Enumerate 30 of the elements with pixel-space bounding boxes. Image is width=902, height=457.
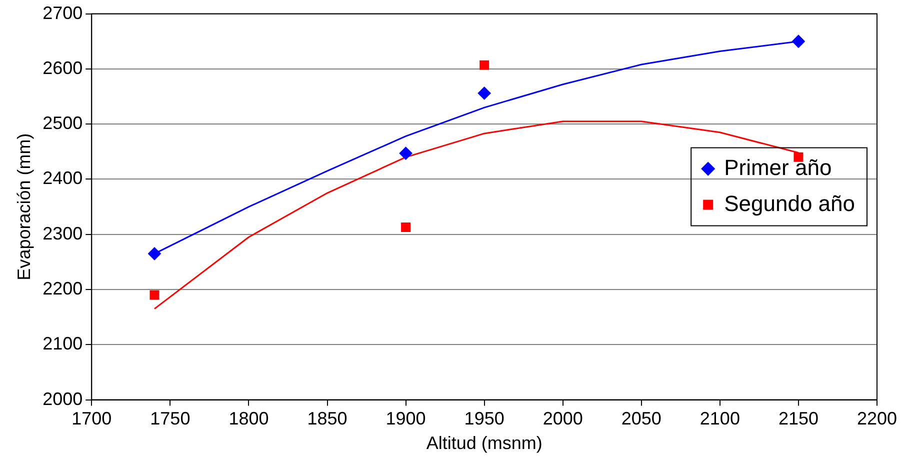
y-axis-title: Evaporación (mm) xyxy=(14,133,34,280)
x-tick-label: 2050 xyxy=(621,408,662,429)
y-tick-label: 2400 xyxy=(42,168,83,188)
x-tick-label: 1700 xyxy=(72,408,112,429)
point xyxy=(478,86,491,100)
x-axis-title: Altitud (msnm) xyxy=(426,433,542,454)
x-tick-label: 1850 xyxy=(307,408,348,429)
y-tick-label: 2200 xyxy=(42,278,83,298)
point xyxy=(401,222,411,232)
y-tick-label: 2100 xyxy=(42,334,83,354)
point xyxy=(792,34,805,48)
x-tick-label: 2100 xyxy=(700,408,740,429)
x-tick-label: 2000 xyxy=(542,408,583,429)
x-tick-label: 1900 xyxy=(386,408,426,429)
point xyxy=(148,247,161,260)
y-tick-label: 2600 xyxy=(42,58,83,78)
point xyxy=(399,146,412,160)
x-tick-label: 1800 xyxy=(228,408,269,429)
y-tick-label: 2700 xyxy=(42,2,83,23)
x-tick-label: 1950 xyxy=(464,408,504,429)
point xyxy=(480,60,490,70)
x-tick-label: 1750 xyxy=(150,408,190,429)
y-tick-label: 2000 xyxy=(42,388,83,409)
legend-label: Segundo año xyxy=(724,190,855,216)
y-tick-label: 2500 xyxy=(42,113,83,134)
x-tick-label: 2150 xyxy=(778,408,818,429)
legend-label: Primer año xyxy=(724,154,832,180)
x-tick-label: 2200 xyxy=(856,408,898,429)
point xyxy=(150,290,160,300)
y-tick-label: 2300 xyxy=(42,223,83,244)
